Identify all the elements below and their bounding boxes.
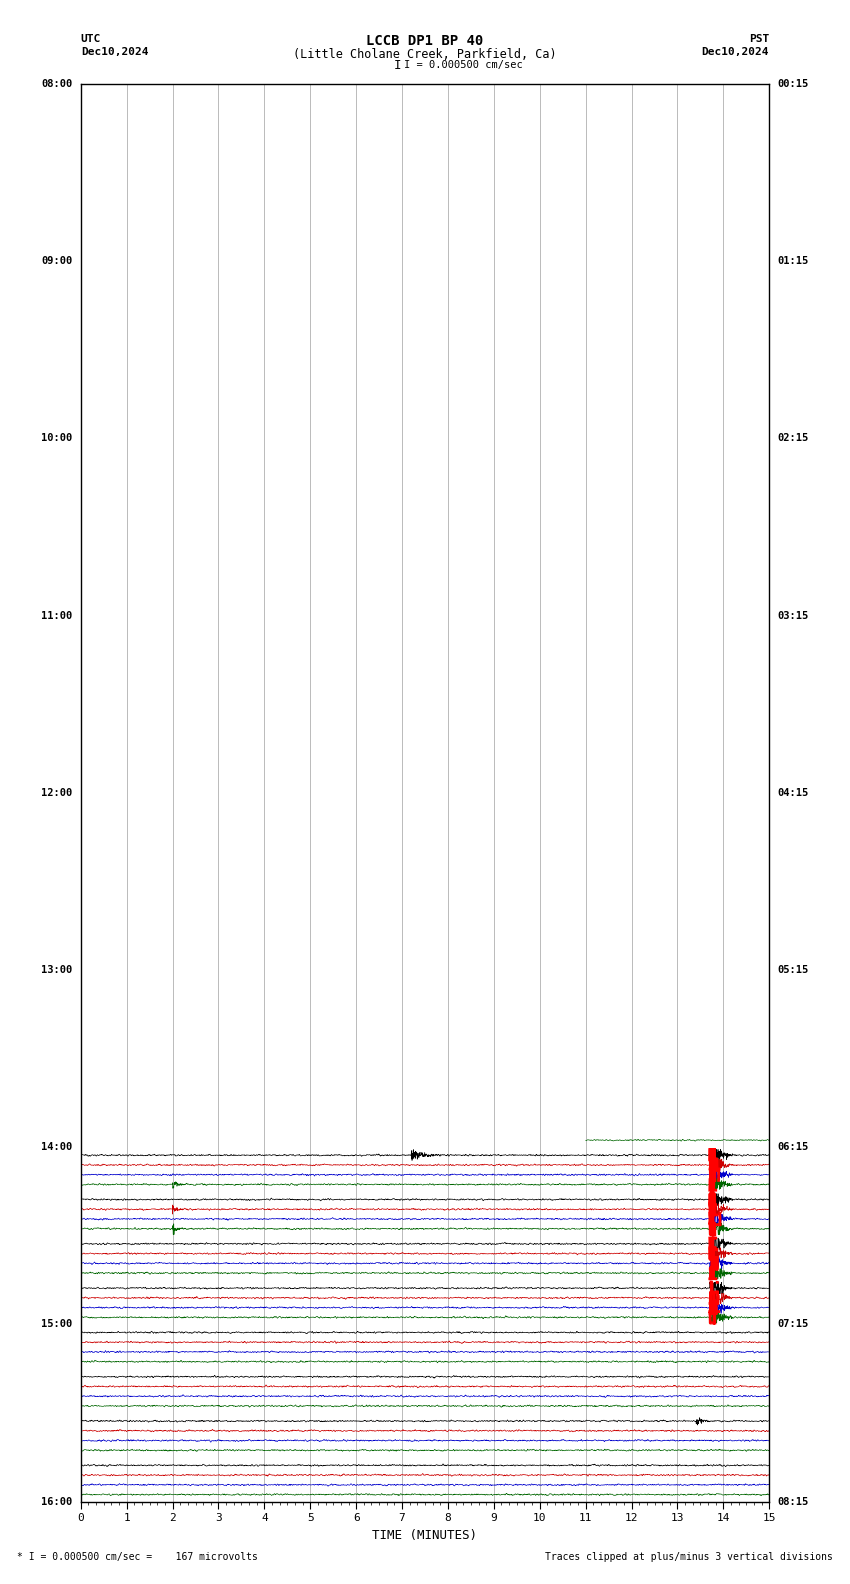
Text: 03:15: 03:15 bbox=[778, 610, 808, 621]
Text: PST: PST bbox=[749, 33, 769, 44]
Text: 00:15: 00:15 bbox=[778, 79, 808, 89]
Text: Dec10,2024: Dec10,2024 bbox=[702, 46, 769, 57]
Text: UTC: UTC bbox=[81, 33, 101, 44]
Text: 08:00: 08:00 bbox=[42, 79, 72, 89]
Text: Dec10,2024: Dec10,2024 bbox=[81, 46, 148, 57]
Text: 05:15: 05:15 bbox=[778, 965, 808, 976]
Text: 11:00: 11:00 bbox=[42, 610, 72, 621]
Text: 12:00: 12:00 bbox=[42, 787, 72, 798]
Text: 02:15: 02:15 bbox=[778, 434, 808, 444]
Text: 15:00: 15:00 bbox=[42, 1319, 72, 1329]
X-axis label: TIME (MINUTES): TIME (MINUTES) bbox=[372, 1529, 478, 1541]
Text: * I = 0.000500 cm/sec =    167 microvolts: * I = 0.000500 cm/sec = 167 microvolts bbox=[17, 1552, 258, 1562]
Text: 07:15: 07:15 bbox=[778, 1319, 808, 1329]
Text: (Little Cholane Creek, Parkfield, Ca): (Little Cholane Creek, Parkfield, Ca) bbox=[293, 48, 557, 62]
Text: 14:00: 14:00 bbox=[42, 1142, 72, 1152]
Text: 10:00: 10:00 bbox=[42, 434, 72, 444]
Text: I = 0.000500 cm/sec: I = 0.000500 cm/sec bbox=[404, 60, 523, 70]
Text: I: I bbox=[394, 59, 401, 73]
Text: 01:15: 01:15 bbox=[778, 257, 808, 266]
Text: LCCB DP1 BP 40: LCCB DP1 BP 40 bbox=[366, 33, 484, 48]
Text: Traces clipped at plus/minus 3 vertical divisions: Traces clipped at plus/minus 3 vertical … bbox=[545, 1552, 833, 1562]
Text: 13:00: 13:00 bbox=[42, 965, 72, 976]
Text: 09:00: 09:00 bbox=[42, 257, 72, 266]
Text: 04:15: 04:15 bbox=[778, 787, 808, 798]
Text: 08:15: 08:15 bbox=[778, 1497, 808, 1506]
Text: 06:15: 06:15 bbox=[778, 1142, 808, 1152]
Text: 16:00: 16:00 bbox=[42, 1497, 72, 1506]
